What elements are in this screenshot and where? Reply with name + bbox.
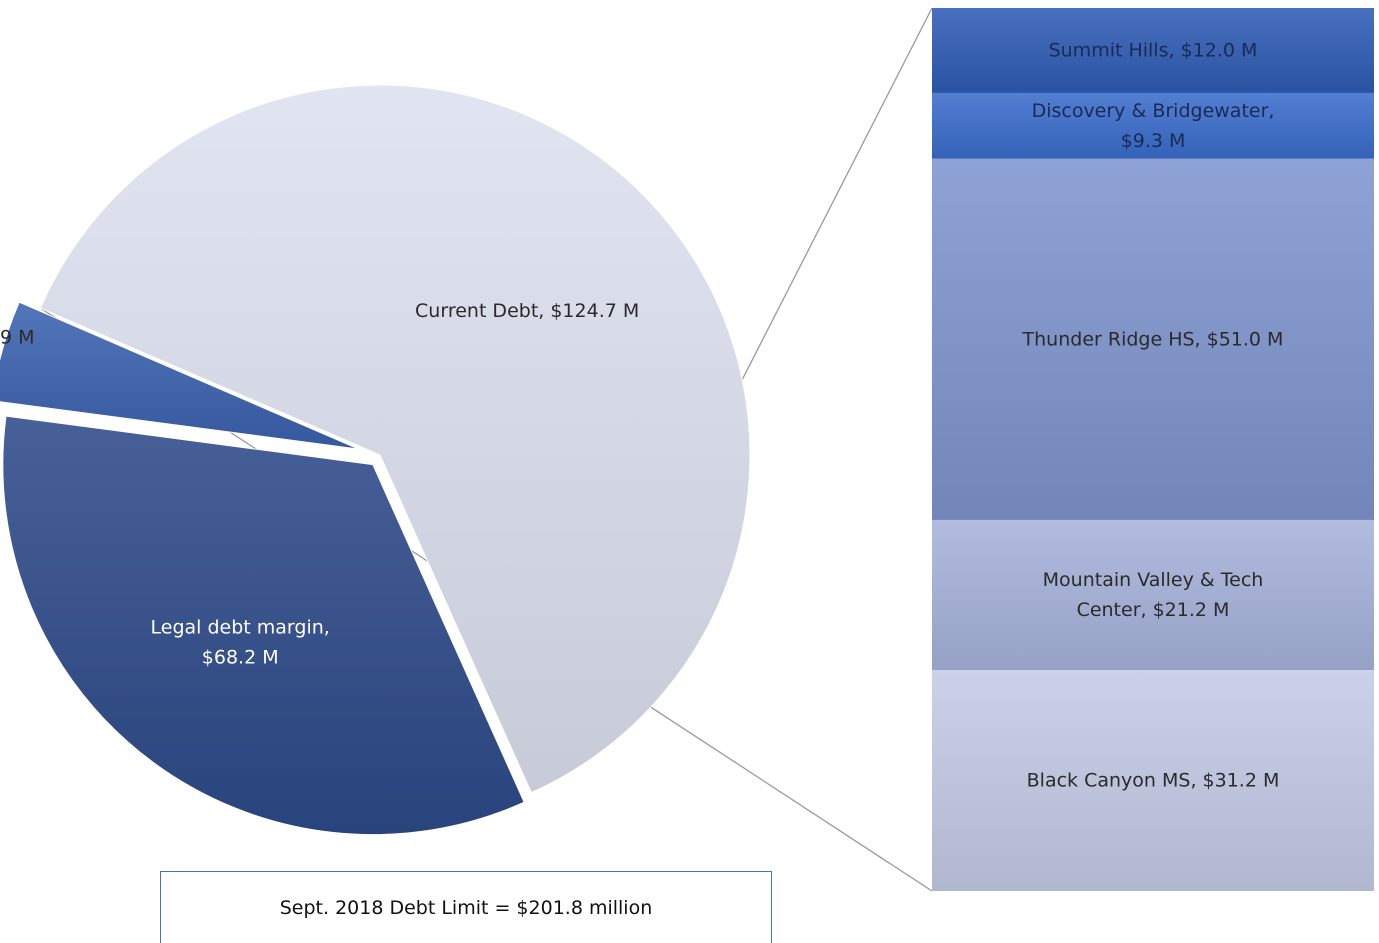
bar-segment-thunder-ridge-hs	[932, 158, 1374, 520]
data-labels: Summit Hills, $12.0 M Discovery & Bridgew…	[0, 39, 1283, 791]
debt-limit-note-text: Sept. 2018 Debt Limit = $201.8 million	[279, 896, 653, 919]
bar-label-mountain-valley-tech-center: Mountain Valley & Tech Center, $21.2 M	[1043, 569, 1264, 621]
pie-slice-debt-service-fund	[0, 301, 359, 450]
bar-segment-summit-hills	[932, 8, 1374, 93]
bar-segment-discovery-bridgewater	[932, 92, 1374, 159]
pie-label-legal-debt-margin: Legal debt margin, $68.2 M	[151, 617, 330, 669]
debt-limit-note: Sept. 2018 Debt Limit = $201.8 million	[160, 871, 772, 943]
bar-label-summit-hills: Summit Hills, $12.0 M	[1049, 39, 1258, 61]
bar-label-discovery-bridgewater: Discovery & Bridgewater, $9.3 M	[1032, 100, 1275, 152]
bar-label-black-canyon-ms: Black Canyon MS, $31.2 M	[1027, 770, 1280, 792]
pie-label-debt-service-fund: Debt service fund, $8.9 M	[0, 327, 34, 349]
bar-segment-mountain-valley-tech-center	[932, 519, 1374, 671]
pie-slice-legal-debt-margin	[2, 415, 525, 836]
bar-segment-black-canyon-ms	[932, 670, 1374, 891]
breakdown-bar	[932, 8, 1374, 891]
pie	[0, 84, 751, 836]
bar-label-thunder-ridge-hs: Thunder Ridge HS, $51.0 M	[1022, 328, 1284, 350]
pie-label-current-debt: Current Debt, $124.7 M	[415, 300, 639, 322]
pie-slice-current-debt	[39, 84, 751, 794]
